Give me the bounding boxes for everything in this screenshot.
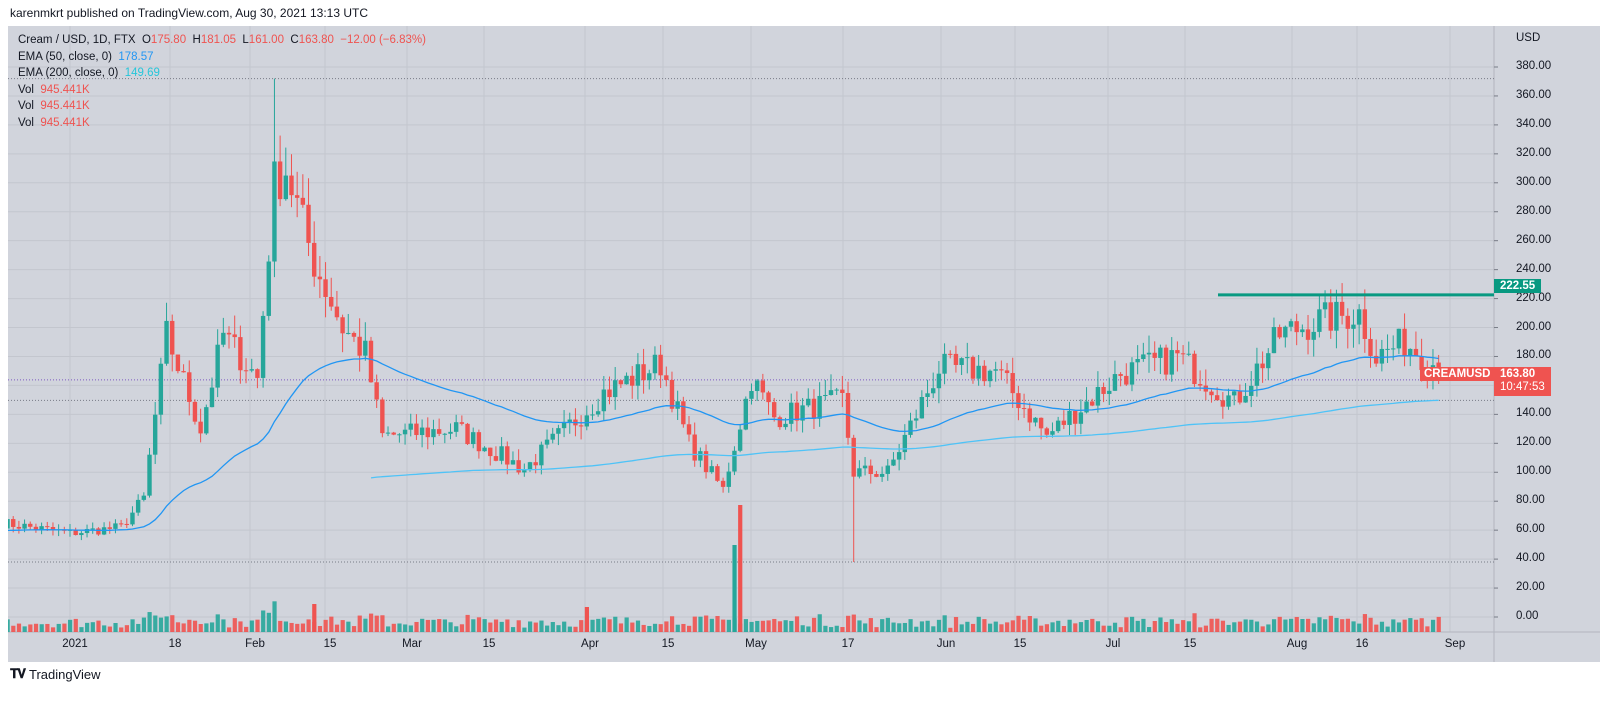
ema50-row[interactable]: EMA (50, close, 0) 178.57: [18, 50, 154, 63]
price-tick-label: 360.00: [1516, 88, 1552, 101]
price-tick-label: 300.00: [1516, 175, 1552, 188]
low-value: 161.00: [248, 34, 284, 46]
ema50-value: 178.57: [118, 50, 154, 63]
time-tick-label: 15: [1013, 638, 1027, 650]
close-value: 163.80: [298, 34, 334, 46]
price-tick-label: 240.00: [1516, 262, 1552, 275]
time-tick-label: Apr: [581, 638, 599, 650]
price-tick-label: 260.00: [1516, 233, 1552, 246]
time-tick-label: 15: [1183, 638, 1197, 650]
last-price-value: 163.80: [1500, 368, 1536, 380]
time-tick-label: 17: [841, 638, 855, 650]
time-tick-label: 16: [1355, 638, 1369, 650]
brand-name: TradingView: [29, 666, 101, 682]
time-tick-label: Jun: [936, 638, 956, 650]
price-tick-label: 280.00: [1516, 204, 1552, 217]
currency-label: USD: [1516, 32, 1541, 44]
change-value: −12.00 (−6.83%): [340, 34, 426, 46]
symbol-label[interactable]: Cream / USD, 1D, FTX: [18, 34, 136, 46]
ema200-value: 149.69: [124, 67, 160, 79]
price-tick-label: 20.00: [1516, 581, 1545, 594]
time-tick-label: 15: [661, 638, 675, 650]
price-tick-label: 320.00: [1516, 146, 1552, 159]
price-tick-label: 100.00: [1516, 465, 1552, 478]
time-tick-label: Feb: [245, 638, 265, 650]
last-price-badge: 163.80 10:47:53: [1494, 367, 1551, 396]
open-value: 175.80: [150, 34, 187, 46]
price-tick-label: 120.00: [1516, 436, 1552, 449]
time-tick-label: 15: [482, 638, 496, 650]
tradingview-logo-icon: 𝐓𝐕: [10, 666, 26, 681]
chart-panel[interactable]: Cream / USD, 1D, FTX O175.80 H181.05 L16…: [8, 26, 1600, 662]
price-tick-label: 0.00: [1516, 610, 1539, 622]
time-tick-label: Aug: [1286, 638, 1308, 650]
price-tick-label: 220.00: [1516, 291, 1552, 304]
time-tick-label: Jul: [1105, 638, 1121, 650]
footer-brand[interactable]: 𝐓𝐕 TradingView: [10, 666, 101, 682]
bar-countdown: 10:47:53: [1500, 381, 1545, 393]
vol-row-1[interactable]: Vol 945.441K: [18, 83, 90, 96]
high-value: 181.05: [200, 34, 236, 46]
time-tick-label: May: [745, 638, 767, 650]
time-tick-label: 2021: [62, 638, 88, 650]
price-tick-label: 40.00: [1516, 552, 1545, 565]
time-tick-label: Mar: [402, 638, 422, 650]
vol-row-3[interactable]: Vol 945.441K: [18, 116, 90, 129]
price-tick-label: 180.00: [1516, 349, 1552, 362]
price-tick-label: 380.00: [1516, 60, 1552, 72]
hline-price-badge: 222.55: [1494, 279, 1542, 293]
vol-row-2[interactable]: Vol 945.441K: [18, 100, 90, 112]
candlestick-chart[interactable]: [8, 26, 1600, 662]
time-tick-label: Sep: [1444, 638, 1466, 650]
symbol-ohlc-row: Cream / USD, 1D, FTX O175.80 H181.05 L16…: [18, 34, 426, 46]
price-tick-label: 340.00: [1516, 117, 1552, 130]
time-tick-label: 18: [168, 638, 182, 650]
publish-info: karenmkrt published on TradingView.com, …: [10, 6, 368, 20]
time-tick-label: 15: [323, 638, 337, 650]
price-tick-label: 200.00: [1516, 320, 1552, 333]
chart-legend: Cream / USD, 1D, FTX O175.80 H181.05 L16…: [18, 32, 426, 131]
price-tick-label: 140.00: [1516, 407, 1552, 420]
ema200-row[interactable]: EMA (200, close, 0) 149.69: [18, 67, 160, 79]
price-tick-label: 80.00: [1516, 494, 1545, 507]
price-tick-label: 60.00: [1516, 523, 1545, 536]
symbol-badge[interactable]: CREAMUSD: [1420, 367, 1495, 381]
